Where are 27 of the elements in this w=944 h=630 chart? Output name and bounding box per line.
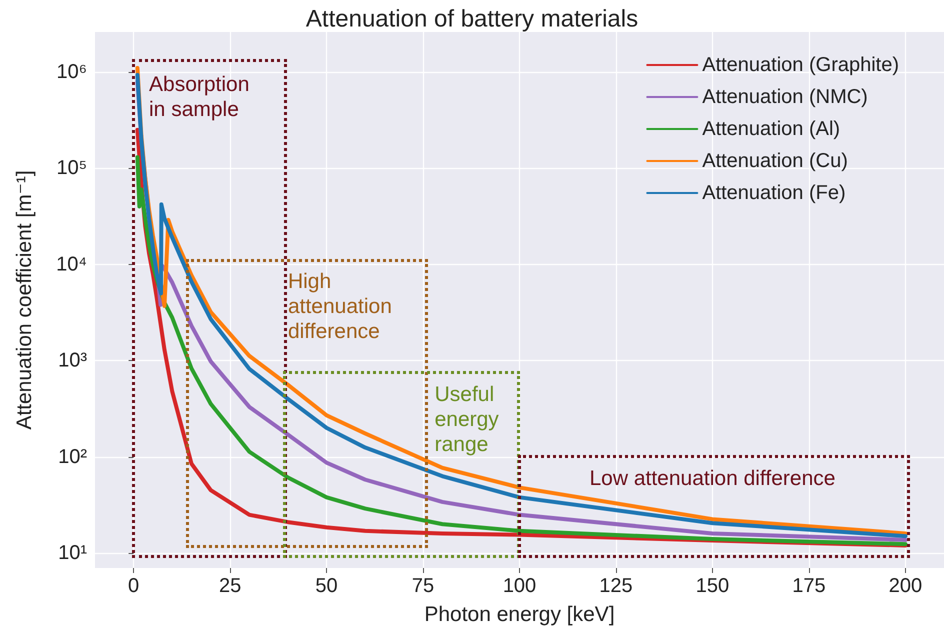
legend-label: Attenuation (Al)	[702, 118, 840, 140]
annotation: High attenuation difference	[288, 268, 392, 344]
x-tick-label: 150	[696, 575, 730, 597]
y-tick-label: 10³	[58, 350, 88, 372]
legend-label: Attenuation (Graphite)	[702, 54, 900, 76]
y-tick-label: 10⁵	[56, 157, 87, 180]
y-tick-label: 10⁴	[56, 253, 87, 276]
x-tick-label: 75	[412, 575, 434, 597]
annotation: Useful energy range	[434, 382, 499, 457]
x-tick-label: 175	[792, 575, 826, 597]
y-axis-title: Attenuation coefficient [m⁻¹]	[13, 170, 36, 430]
annotation: Absorption in sample	[149, 72, 250, 122]
x-tick-label: 125	[599, 575, 633, 597]
x-axis-title: Photon energy [keV]	[424, 603, 615, 626]
x-tick-label: 0	[128, 575, 140, 597]
legend-label: Attenuation (Fe)	[702, 182, 846, 204]
x-tick-label: 100	[502, 575, 536, 597]
legend-label: Attenuation (NMC)	[702, 86, 868, 108]
y-tick-label: 10¹	[58, 542, 88, 564]
x-tick-label: 200	[888, 575, 922, 597]
legend-label: Attenuation (Cu)	[702, 150, 848, 172]
x-tick-label: 25	[218, 575, 242, 597]
annotation: Low attenuation difference	[588, 466, 836, 492]
chart-title: Attenuation of battery materials	[306, 6, 638, 32]
x-tick-label: 50	[315, 575, 338, 597]
y-tick-label: 10⁶	[56, 60, 87, 83]
y-tick-label: 10²	[58, 446, 88, 468]
